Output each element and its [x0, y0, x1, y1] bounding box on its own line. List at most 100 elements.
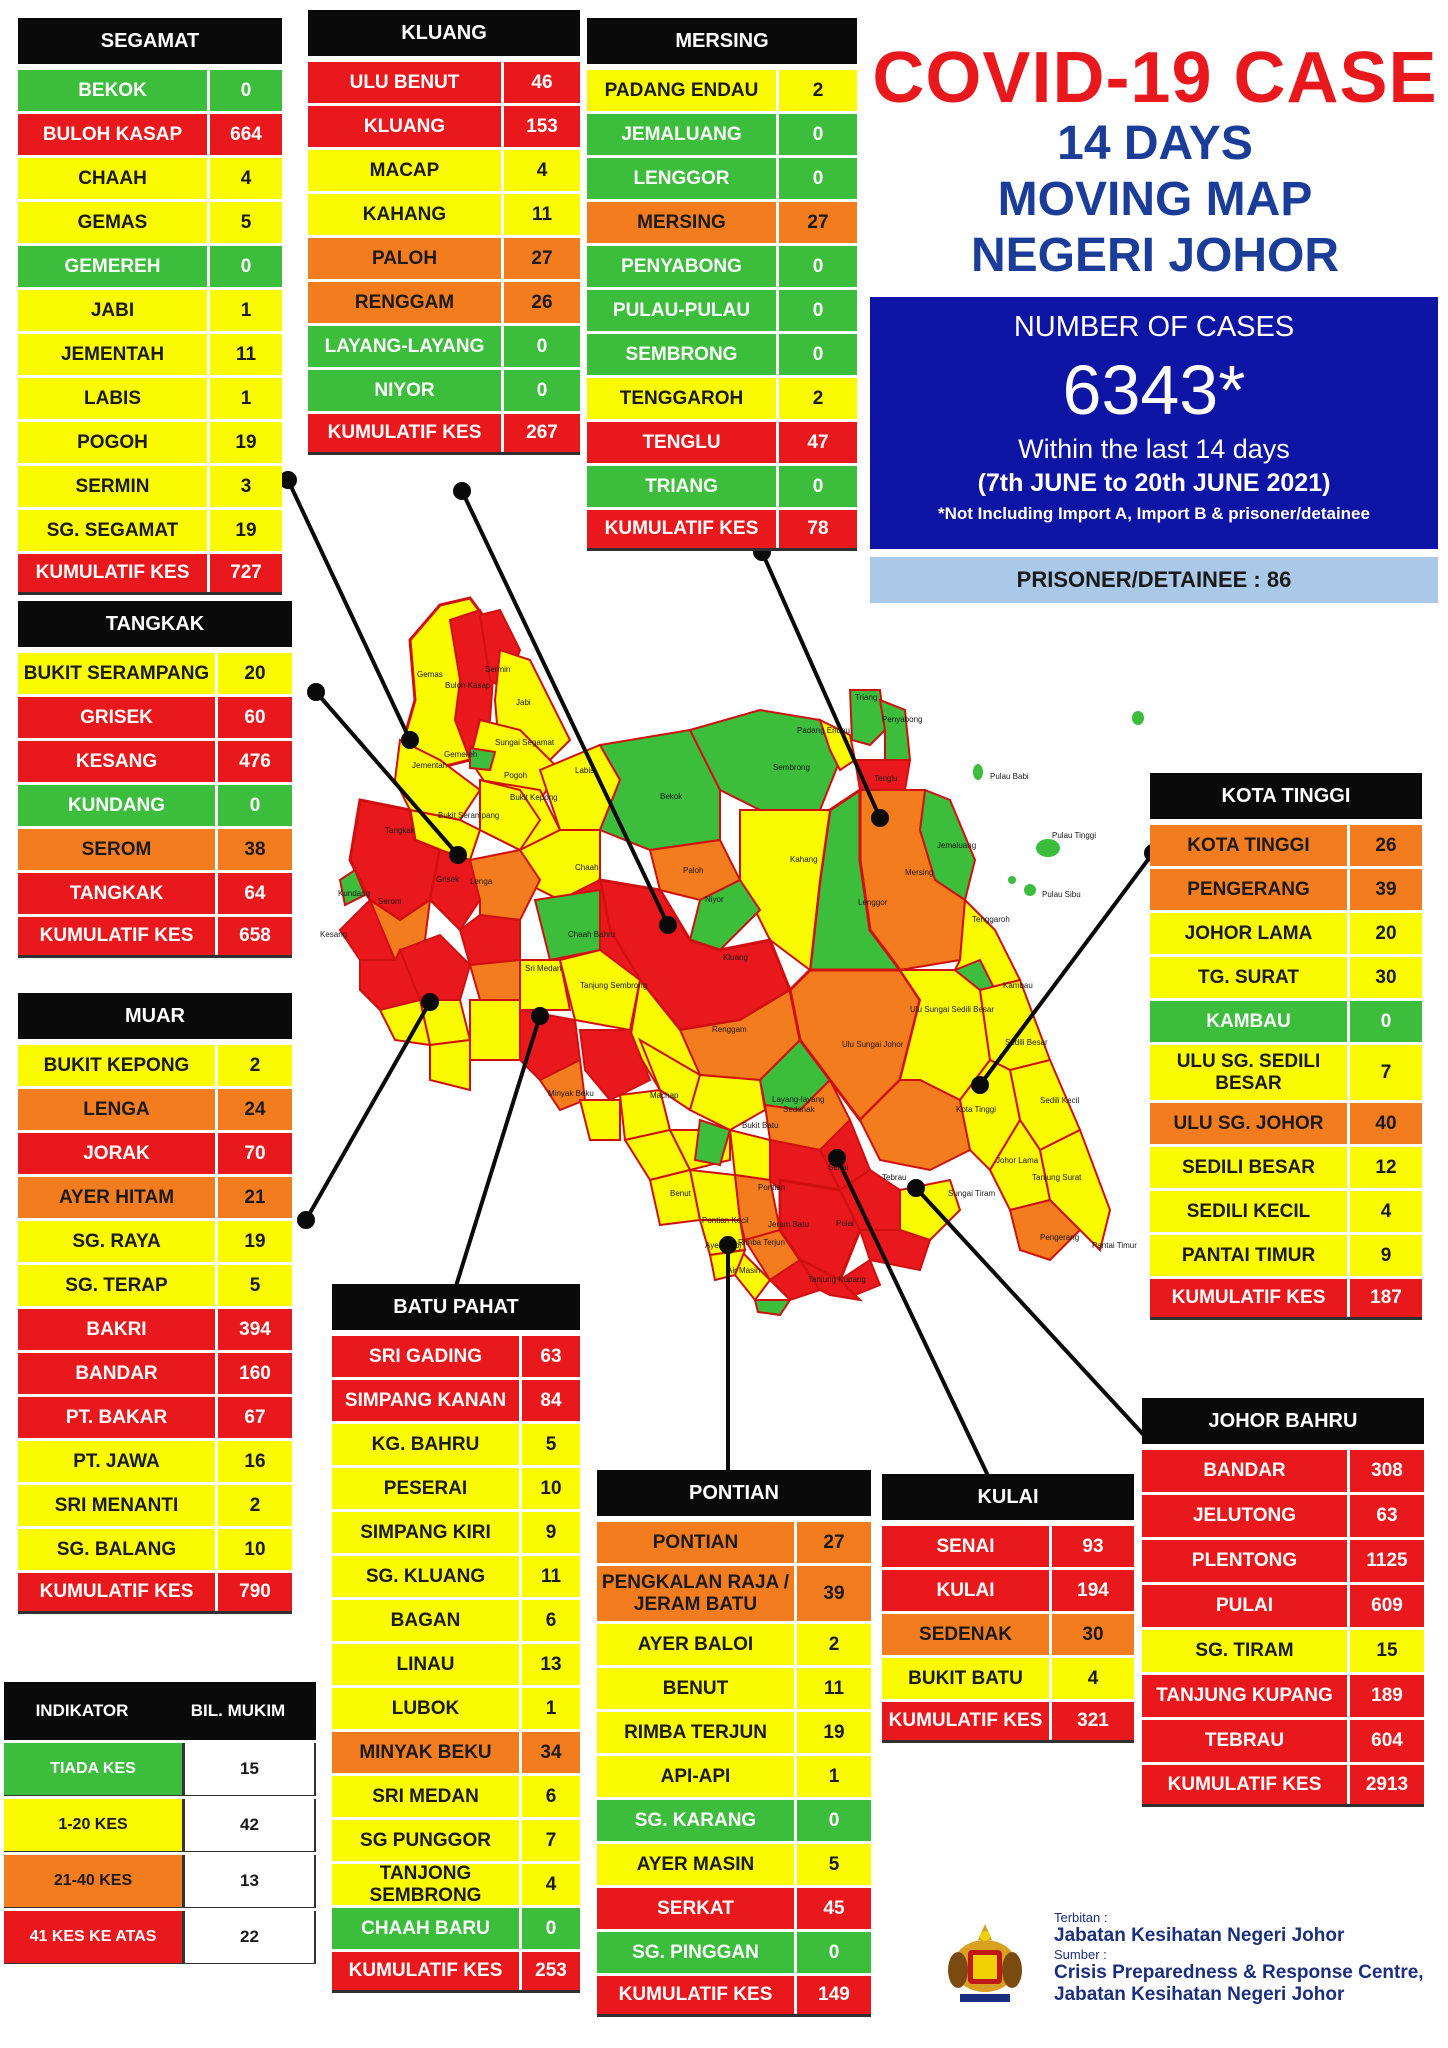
- mukim-cases: 30: [1052, 1614, 1134, 1655]
- map-label-kambau: Kambau: [1003, 981, 1033, 990]
- mukim-row: API-API 1: [597, 1753, 871, 1797]
- mukim-row: SEDENAK 30: [882, 1611, 1134, 1655]
- legend-row: 1-20 KES 42: [4, 1796, 316, 1852]
- map-region-sri-medan[interactable]: [519, 959, 572, 1011]
- map-label-mersing: Mersing: [905, 868, 933, 877]
- map-region-sg-pinggan[interactable]: [753, 1299, 792, 1317]
- mukim-row: PADANG ENDAU 2: [587, 67, 857, 111]
- mukim-name: BAKRI: [18, 1309, 218, 1350]
- map-label-pontian: Pontian: [758, 1183, 785, 1192]
- map-label-kota-tinggi: Kota Tinggi: [956, 1105, 996, 1114]
- map-region-kundang[interactable]: [338, 868, 367, 907]
- map-region-bukit-kepong[interactable]: [479, 778, 542, 852]
- mukim-name: PONTIAN: [597, 1522, 797, 1563]
- mukim-row: AYER HITAM 21: [18, 1174, 292, 1218]
- map-region-peserai[interactable]: [578, 1099, 621, 1141]
- map-region-tanjung-sembrong[interactable]: [558, 948, 642, 1032]
- mukim-name: AYER HITAM: [18, 1177, 218, 1218]
- mukim-row: MACAP 4: [308, 147, 580, 191]
- mukim-row: LINAU 13: [332, 1641, 580, 1685]
- map-region-penyabong[interactable]: [878, 698, 912, 761]
- mukim-name: SG. TIRAM: [1142, 1630, 1350, 1672]
- mukim-cases: 10: [218, 1529, 292, 1570]
- mukim-row: RIMBA TERJUN 19: [597, 1709, 871, 1753]
- district-header: KOTA TINGGI: [1150, 773, 1422, 822]
- mukim-cases: 7: [522, 1820, 580, 1861]
- mukim-cases: 70: [218, 1133, 292, 1174]
- mukim-cases: 16: [218, 1441, 292, 1482]
- leader-dot-mersing-end: [871, 809, 889, 827]
- map-region-jorak[interactable]: [458, 913, 521, 967]
- title-block: COVID-19 CASE 14 DAYS MOVING MAP NEGERI …: [870, 40, 1440, 284]
- mukim-name: API-API: [597, 1756, 797, 1797]
- map-region-simpang-kiri[interactable]: [688, 1073, 767, 1132]
- mukim-row: SG. RAYA 19: [18, 1218, 292, 1262]
- mukim-cases: 39: [797, 1566, 871, 1621]
- map-region-sedili-besar[interactable]: [978, 978, 1052, 1072]
- map-label-kahang: Kahang: [790, 855, 818, 864]
- mukim-name: KG. BAHRU: [332, 1424, 522, 1465]
- map-region-pantai-timur[interactable]: [1038, 1128, 1112, 1252]
- mukim-name: BAGAN: [332, 1600, 522, 1641]
- mukim-row: PT. JAWA 16: [18, 1438, 292, 1482]
- map-region-triang[interactable]: [848, 689, 887, 747]
- map-region-sembrong[interactable]: [688, 708, 842, 811]
- map-label-paloh: Paloh: [683, 866, 703, 875]
- cumulative-label: KUMULATIF KES: [882, 1702, 1052, 1740]
- mukim-row: JELUTONG 63: [1142, 1492, 1424, 1537]
- mukim-cases: 5: [797, 1844, 871, 1885]
- map-region-gemereh[interactable]: [469, 746, 497, 772]
- cumulative-row: KUMULATIF KES 78: [587, 507, 857, 551]
- legend-level: 21-40 KES: [4, 1855, 185, 1907]
- mukim-row: BAKRI 394: [18, 1306, 292, 1350]
- map-label-gemereh: Gemereh: [444, 750, 477, 759]
- mukim-cases: 11: [504, 194, 580, 235]
- map-region-ayer-hitam[interactable]: [468, 958, 521, 1001]
- map-region-padang-endau[interactable]: [818, 718, 857, 772]
- map-label-machap: Machap: [650, 1091, 679, 1100]
- mukim-name: SRI MENANTI: [18, 1485, 218, 1526]
- mukim-name: PESERAI: [332, 1468, 522, 1509]
- map-region-bandar-jb[interactable]: [838, 1258, 882, 1297]
- table-muar: MUAR BUKIT KEPONG 2 LENGA 24 JORAK 70 AYER HITA…: [18, 993, 292, 1614]
- mukim-row: BUKIT KEPONG 2: [18, 1042, 292, 1086]
- mukim-name: JEMALUANG: [587, 114, 779, 155]
- map-label-pulau-babi: Pulau Babi: [990, 772, 1029, 781]
- map-region-niyor[interactable]: [688, 878, 762, 952]
- map-region-chaah-bahru[interactable]: [533, 888, 601, 962]
- mukim-name: PT. JAWA: [18, 1441, 218, 1482]
- map-island-pulau-babi: [973, 764, 983, 780]
- map-region-pengerang[interactable]: [1008, 1198, 1082, 1262]
- mukim-cases: 30: [1350, 957, 1422, 998]
- mukim-row: KULAI 194: [882, 1567, 1134, 1611]
- mukim-row: PENGERANG 39: [1150, 866, 1422, 910]
- map-region-bukit-batu[interactable]: [728, 1128, 771, 1182]
- map-region-sg-kluang[interactable]: [469, 999, 521, 1061]
- mukim-name: SG. RAYA: [18, 1221, 218, 1262]
- cumulative-label: KUMULATIF KES: [18, 917, 218, 955]
- cumulative-label: KUMULATIF KES: [18, 1573, 218, 1611]
- mukim-row: LUBOK 1: [332, 1685, 580, 1729]
- map-region-sri-gading[interactable]: [578, 1029, 652, 1102]
- mukim-cases: 0: [210, 70, 282, 111]
- map-label-johor-lama: Johor Lama: [996, 1156, 1039, 1165]
- leader-line-segamat: [286, 479, 412, 741]
- mukim-name: KULAI: [882, 1570, 1052, 1611]
- mukim-name: TEBRAU: [1142, 1720, 1350, 1762]
- mukim-row: KG. BAHRU 5: [332, 1421, 580, 1465]
- mukim-cases: 1: [522, 1688, 580, 1729]
- map-region-lubok[interactable]: [429, 1038, 471, 1092]
- map-label-pantai-timur: Pantai Timur: [1092, 1241, 1137, 1250]
- mukim-cases: 2: [218, 1485, 292, 1526]
- map-label-pengerang: Pengerang: [1040, 1233, 1079, 1242]
- mukim-row: PANTAI TIMUR 9: [1150, 1232, 1422, 1276]
- map-region-sg-karang[interactable]: [693, 1118, 732, 1167]
- map-label-triang: Triang: [855, 693, 877, 702]
- map-region-tanjung-kupang[interactable]: [797, 1257, 863, 1302]
- mukim-row: SG. TERAP 5: [18, 1262, 292, 1306]
- mukim-cases: 26: [504, 282, 580, 323]
- mukim-row: BANDAR 160: [18, 1350, 292, 1394]
- mukim-cases: 1: [797, 1756, 871, 1797]
- mukim-cases: 9: [522, 1512, 580, 1553]
- mukim-cases: 189: [1350, 1675, 1424, 1717]
